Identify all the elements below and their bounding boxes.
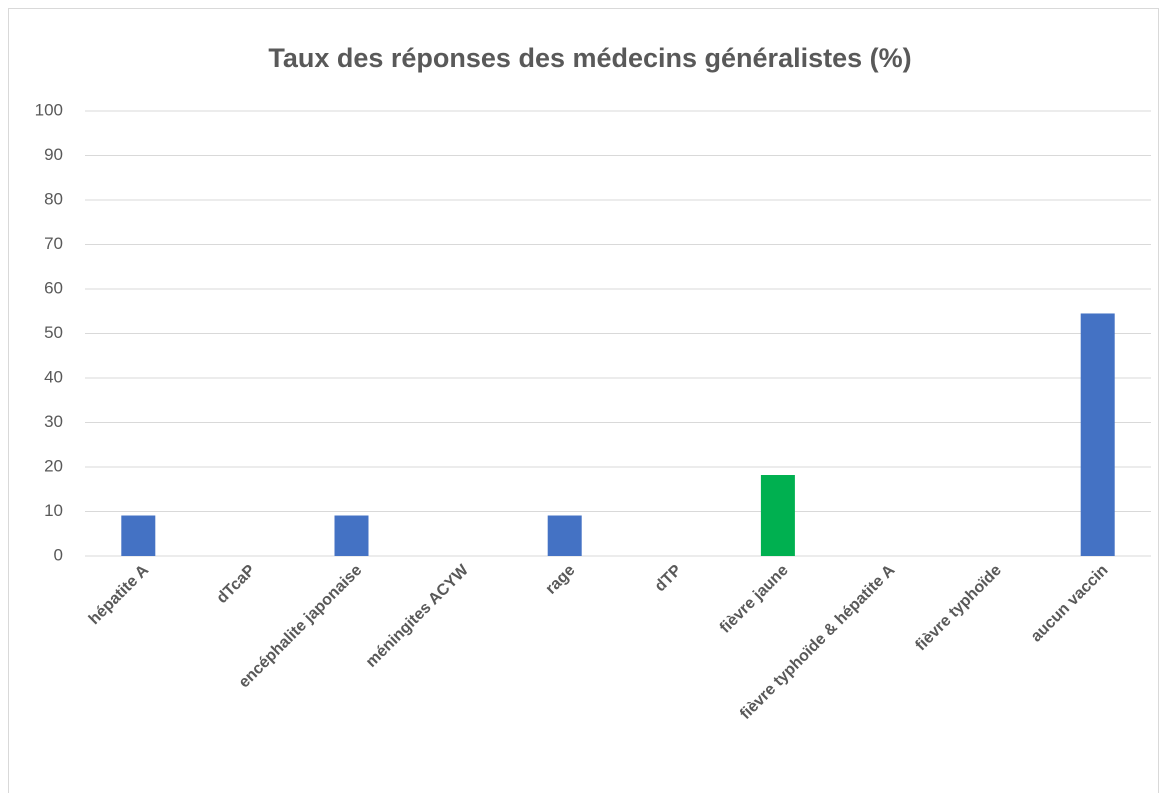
bar [1080, 313, 1115, 556]
y-tick-label: 50 [44, 323, 63, 342]
y-tick-label: 60 [44, 278, 63, 297]
chart-title: Taux des réponses des médecins généralis… [268, 43, 911, 73]
y-tick-label: 90 [44, 145, 63, 164]
y-tick-label: 10 [44, 501, 63, 520]
y-tick-label: 70 [44, 234, 63, 253]
y-tick-label: 40 [44, 367, 63, 386]
bar [547, 515, 582, 556]
y-tick-label: 80 [44, 189, 63, 208]
bar [760, 475, 795, 556]
y-tick-label: 0 [54, 545, 63, 564]
bar [121, 515, 156, 556]
y-tick-label: 30 [44, 412, 63, 431]
y-tick-label: 100 [35, 100, 63, 119]
y-tick-label: 20 [44, 456, 63, 475]
chart-frame [8, 8, 1159, 793]
bar [334, 515, 369, 556]
